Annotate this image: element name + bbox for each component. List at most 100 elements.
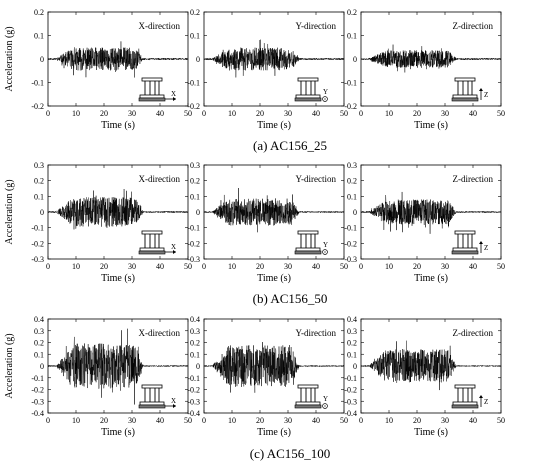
row-a-z-x-tick-label: 50 — [497, 109, 505, 118]
row-b-y-x-tick-label: 40 — [312, 262, 320, 271]
row-a-y-frame-top-beam — [297, 77, 319, 82]
row-b-z-y-tick-label: -0.3 — [344, 255, 357, 264]
row-c-y-x-tick-label: 20 — [256, 416, 264, 425]
row-c-y-out-of-plane-symbol — [322, 403, 328, 409]
row-a-x-x-tick-label: 40 — [156, 109, 164, 118]
row-b-x-x-tick-label: 30 — [128, 262, 136, 271]
row-c-z-axis-letter: Z — [484, 398, 488, 406]
row-b-y-y-tick-label: -0.1 — [187, 224, 200, 233]
row-c-y-frame-top-beam — [297, 384, 319, 389]
row-b-y-y-tick-label: 0.3 — [190, 161, 200, 170]
row-a-y-y-tick-label: -0.2 — [187, 102, 200, 111]
row-a-y-shake-table — [294, 97, 322, 102]
row-a-x-x-axis-label: Time (s) — [101, 120, 135, 131]
row-a-x-x-tick-label: 10 — [72, 109, 80, 118]
row-c-z-y-tick-label: -0.2 — [344, 386, 357, 395]
row-a-caption: (a) AC156_25 — [253, 138, 327, 153]
row-c-y-y-tick-label: -0.1 — [187, 374, 200, 383]
row-b-caption: (b) AC156_50 — [253, 291, 328, 306]
row-c-x-y-tick-label: -0.1 — [31, 374, 44, 383]
row-a-x-x-tick-label: 20 — [100, 109, 108, 118]
row-a-z-shake-table — [451, 97, 479, 102]
row-b-y-direction-label: Y-direction — [296, 174, 337, 184]
row-a-y-out-of-plane-symbol — [322, 96, 328, 102]
row-a-x-y-tick-label: -0.1 — [31, 79, 44, 88]
row-c-x-x-tick-label: 40 — [156, 416, 164, 425]
row-c-x-acceleration-trace — [47, 328, 189, 405]
panel-grid: 0.2 0.1 0 -0.1 -0.2 0 10 20 30 40 50 Time (s) X-dire… — [31, 8, 505, 438]
row-c-x-arrow-head — [173, 404, 176, 408]
row-c-y-y-tick-label: -0.2 — [187, 386, 200, 395]
row-c-y-x-tick-label: 50 — [340, 416, 348, 425]
row-a-z-arrow-head — [479, 88, 483, 91]
row-c-x-x-tick-label: 50 — [184, 416, 192, 425]
row-c-y-y-tick-label: 0.3 — [190, 327, 200, 336]
row-c-y-panel: 0.40.30.20.10-0.1-0.2-0.3-0.40 10 20 30 40 50… — [187, 315, 348, 438]
row-c-y-test-frame-icon: Y — [294, 384, 328, 409]
row-b-x-y-tick-label: -0.3 — [31, 255, 44, 264]
row-b-z-x-tick-label: 20 — [413, 262, 421, 271]
row-b-z-x-tick-label: 40 — [469, 262, 477, 271]
row-c-z-direction-label: Z-direction — [453, 328, 494, 338]
row-a-z-acceleration-trace — [360, 44, 502, 73]
row-c-x-frame-top-beam — [141, 384, 163, 389]
row-a-z-y-tick-label: -0.2 — [344, 102, 357, 111]
row-a-x-y-tick-label: 0.1 — [34, 32, 44, 41]
row-c-y-acceleration-trace — [203, 342, 345, 393]
row-a-y-axis-label: Acceleration (g) — [4, 26, 15, 91]
row-c-x-y-tick-label: -0.2 — [31, 386, 44, 395]
row-c-z-y-tick-label: 0.4 — [347, 315, 357, 324]
row-c-z-x-tick-label: 50 — [497, 416, 505, 425]
row-c-z-x-tick-label: 10 — [385, 416, 393, 425]
row-b-x-y-tick-label: 0.1 — [34, 192, 44, 201]
row-b-y-x-tick-label: 10 — [228, 262, 236, 271]
row-c-x-x-tick-label: 10 — [72, 416, 80, 425]
row-c-z-test-frame-icon: Z — [451, 384, 488, 409]
row-a-x-frame-base-plate — [139, 94, 165, 99]
row-b-z-y-tick-label: -0.1 — [344, 224, 357, 233]
row-a-x-x-tick-label: 30 — [128, 109, 136, 118]
row-a-x-y-tick-label: 0.2 — [34, 8, 44, 17]
row-b-z-y-tick-label: 0.3 — [347, 161, 357, 170]
row-c-z-x-tick-label: 0 — [359, 416, 363, 425]
row-b-z-y-tick-label: 0.2 — [347, 177, 357, 186]
row-a-z-frame-base-plate — [452, 94, 478, 99]
row-b-x-y-tick-label: 0 — [40, 208, 44, 217]
row-c-x-x-tick-label: 0 — [46, 416, 50, 425]
row-a-y-x-tick-label: 40 — [312, 109, 320, 118]
row-a-z-y-tick-label: 0 — [353, 55, 357, 64]
row-a-z-x-tick-label: 40 — [469, 109, 477, 118]
row-c-x-axis-letter: X — [171, 397, 176, 405]
row-a-y-x-tick-label: 20 — [256, 109, 264, 118]
row-a-x-frame-top-beam — [141, 77, 163, 82]
row-b-x-arrow-head — [173, 250, 176, 254]
row-a-z-frame-top-beam — [454, 77, 476, 82]
row-a-x-axis-letter: X — [171, 90, 176, 98]
row-a-y-x-tick-label: 30 — [284, 109, 292, 118]
row-b-x-x-tick-label: 10 — [72, 262, 80, 271]
row-b-y-x-tick-label: 30 — [284, 262, 292, 271]
row-c-x-y-tick-label: 0 — [40, 362, 44, 371]
row-a-x-acceleration-trace — [47, 41, 189, 78]
row-a-x-direction-label: X-direction — [139, 21, 181, 31]
row-a-y-y-tick-label: 0.1 — [190, 32, 200, 41]
row-a-y-out-of-plane-dot — [324, 98, 326, 100]
row-b-y-out-of-plane-dot — [324, 251, 326, 253]
row-c-x-frame-base-plate — [139, 401, 165, 406]
row-b-y-axis-letter: Y — [323, 241, 328, 249]
row-b-z-x-axis-label: Time (s) — [414, 273, 448, 284]
row-b-x-x-tick-label: 50 — [184, 262, 192, 271]
row-a-z-test-frame-icon: Z — [451, 77, 488, 102]
row-a-y-y-tick-label: -0.1 — [187, 79, 200, 88]
row-b-z-frame-top-beam — [454, 230, 476, 235]
row-a-z-y-tick-label: 0.1 — [347, 32, 357, 41]
row-a-z-x-tick-label: 30 — [441, 109, 449, 118]
row-b-x-x-tick-label: 0 — [46, 262, 50, 271]
row-a-z-y-tick-label: 0.2 — [347, 8, 357, 17]
